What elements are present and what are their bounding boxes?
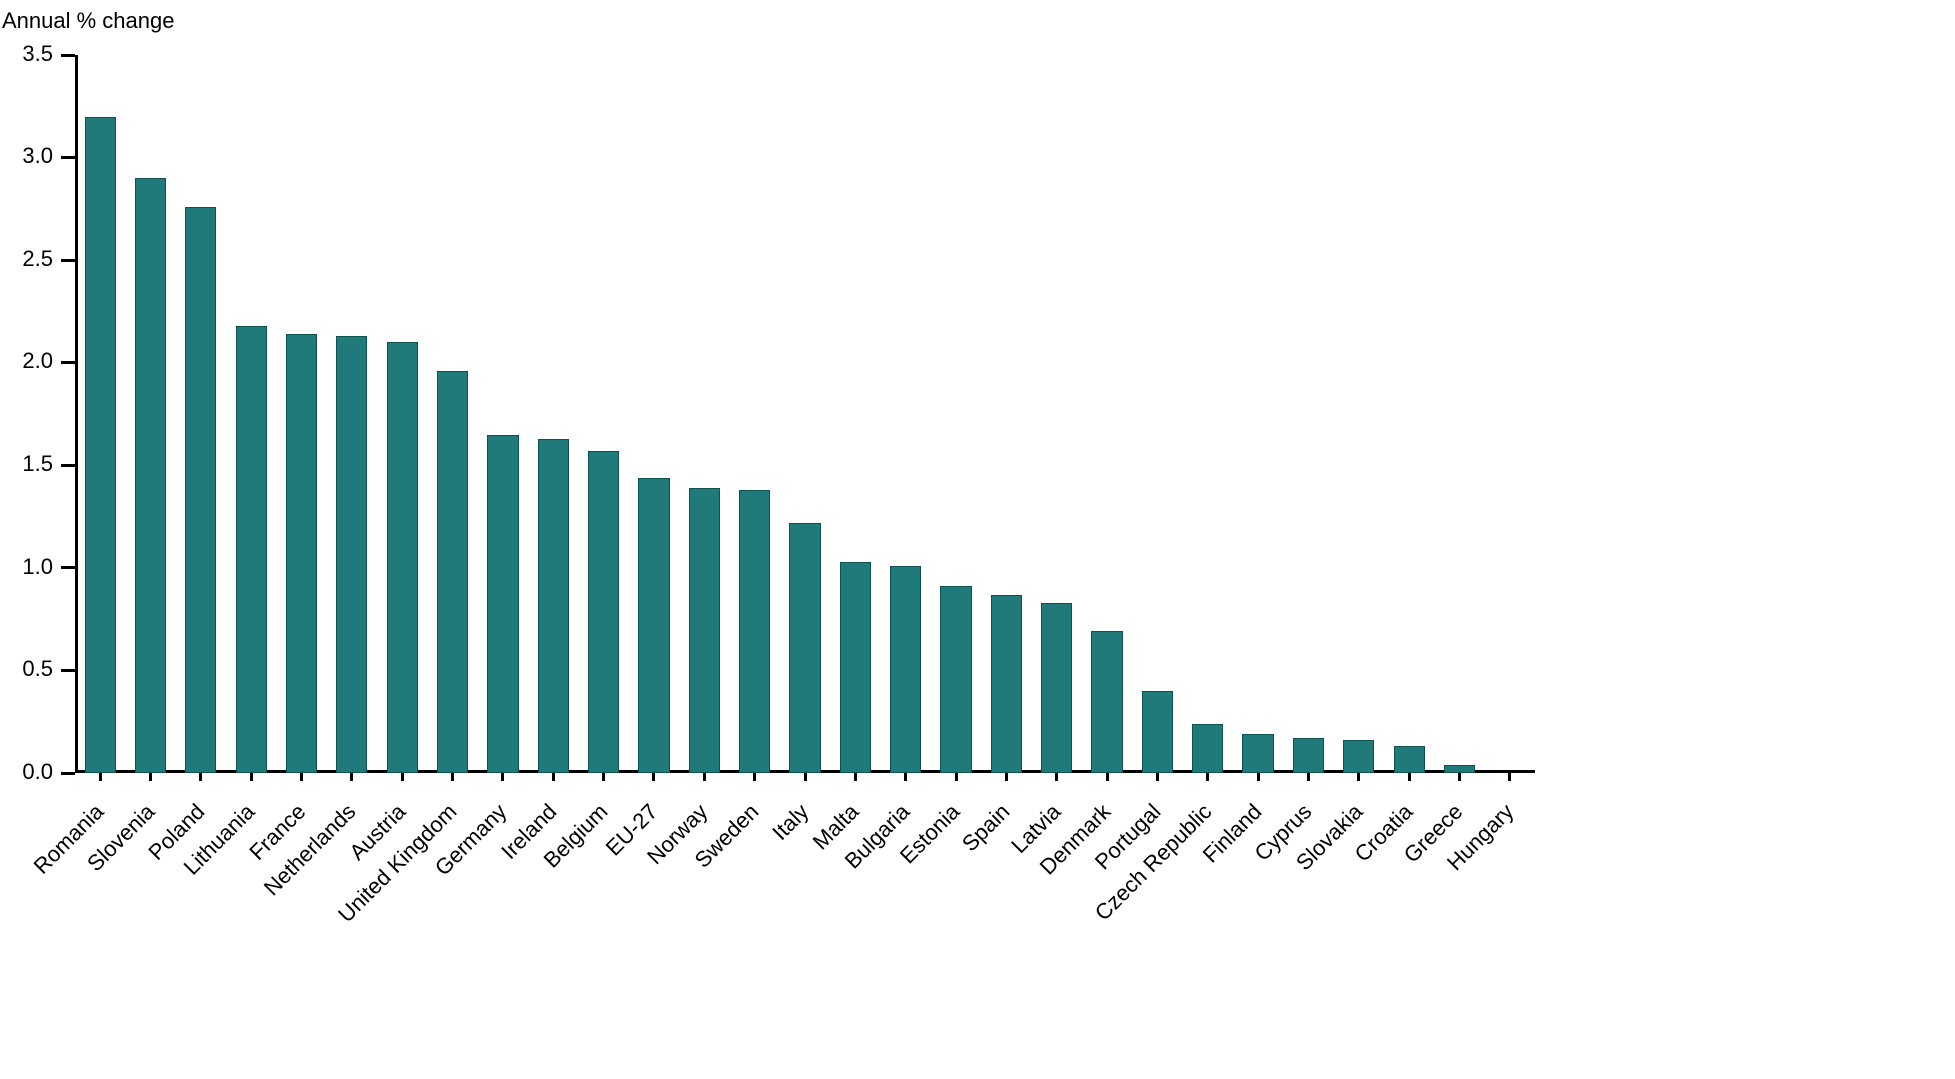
x-tick xyxy=(451,773,454,781)
bar xyxy=(387,342,418,773)
x-tick xyxy=(1357,773,1360,781)
x-tick xyxy=(552,773,555,781)
bar xyxy=(588,451,619,773)
y-tick xyxy=(61,259,75,262)
x-tick xyxy=(1206,773,1209,781)
bar xyxy=(437,371,468,773)
bar xyxy=(1192,724,1223,773)
y-tick xyxy=(61,361,75,364)
bar xyxy=(1242,734,1273,773)
y-tick xyxy=(61,566,75,569)
x-tick xyxy=(1156,773,1159,781)
bar xyxy=(538,439,569,773)
bar xyxy=(236,326,267,773)
x-tick xyxy=(1106,773,1109,781)
bar xyxy=(1091,631,1122,773)
bar xyxy=(336,336,367,773)
y-tick xyxy=(61,156,75,159)
y-tick xyxy=(61,54,75,57)
x-tick xyxy=(1005,773,1008,781)
y-tick-label: 0.0 xyxy=(22,759,53,785)
x-tick xyxy=(99,773,102,781)
bar xyxy=(739,490,770,773)
x-tick xyxy=(300,773,303,781)
bar xyxy=(940,586,971,773)
x-tick xyxy=(501,773,504,781)
bars-container xyxy=(75,55,1535,773)
bar xyxy=(638,478,669,773)
x-tick xyxy=(804,773,807,781)
x-tick xyxy=(250,773,253,781)
x-tick xyxy=(652,773,655,781)
y-tick xyxy=(61,772,75,775)
x-tick xyxy=(904,773,907,781)
y-tick xyxy=(61,669,75,672)
bar xyxy=(840,562,871,773)
x-tick xyxy=(1055,773,1058,781)
bar xyxy=(1394,746,1425,773)
y-tick-label: 3.0 xyxy=(22,143,53,169)
x-tick xyxy=(703,773,706,781)
x-tick xyxy=(602,773,605,781)
bar xyxy=(85,117,116,773)
y-tick-label: 2.0 xyxy=(22,348,53,374)
y-tick-label: 0.5 xyxy=(22,656,53,682)
x-tick xyxy=(401,773,404,781)
x-tick xyxy=(149,773,152,781)
y-tick xyxy=(61,464,75,467)
bar xyxy=(1041,603,1072,773)
bar xyxy=(991,595,1022,773)
x-tick xyxy=(854,773,857,781)
bar xyxy=(1444,765,1475,773)
bar xyxy=(1293,738,1324,773)
bar xyxy=(689,488,720,773)
x-tick xyxy=(1257,773,1260,781)
x-tick xyxy=(1508,773,1511,781)
bar xyxy=(135,178,166,773)
x-tick xyxy=(350,773,353,781)
y-tick-label: 1.5 xyxy=(22,451,53,477)
x-tick xyxy=(1307,773,1310,781)
bar xyxy=(286,334,317,773)
x-tick xyxy=(1408,773,1411,781)
y-tick-label: 1.0 xyxy=(22,554,53,580)
x-tick xyxy=(753,773,756,781)
bar xyxy=(1343,740,1374,773)
x-tick xyxy=(1458,773,1461,781)
plot-area: 0.00.51.01.52.02.53.03.5RomaniaSloveniaP… xyxy=(75,55,1535,773)
bar-chart: Annual % change 0.00.51.01.52.02.53.03.5… xyxy=(0,0,1955,1079)
bar xyxy=(487,435,518,773)
bar xyxy=(1142,691,1173,773)
y-axis-title: Annual % change xyxy=(2,8,174,34)
x-tick xyxy=(955,773,958,781)
x-tick xyxy=(199,773,202,781)
bar xyxy=(789,523,820,773)
bar xyxy=(890,566,921,773)
y-tick-label: 2.5 xyxy=(22,246,53,272)
y-tick-label: 3.5 xyxy=(22,41,53,67)
bar xyxy=(185,207,216,773)
